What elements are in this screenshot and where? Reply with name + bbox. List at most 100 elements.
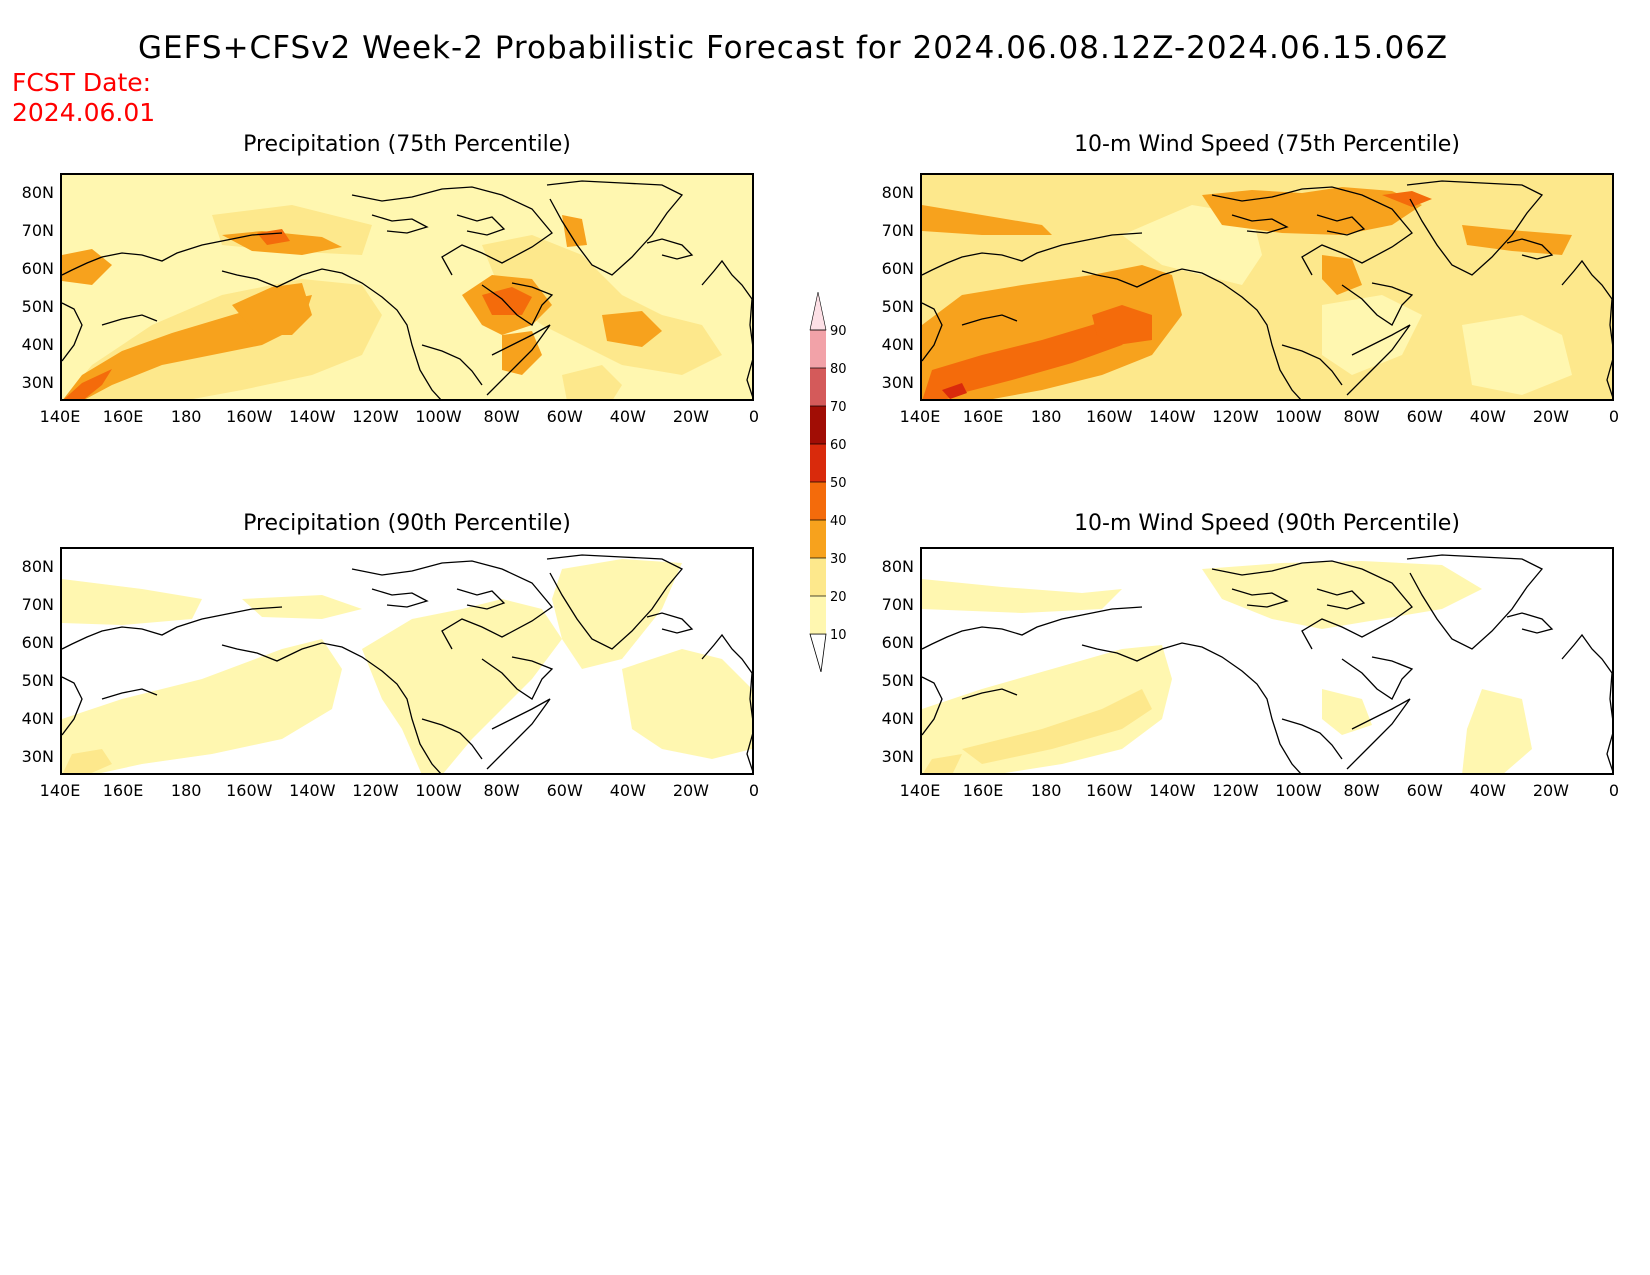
y-tick-label: 60N <box>881 259 914 278</box>
x-tick-label: 180 <box>1030 781 1062 800</box>
coastline <box>701 259 752 398</box>
coastline <box>1346 698 1411 770</box>
x-tick-label: 0 <box>1608 781 1620 800</box>
y-tick-label: 80N <box>881 183 914 202</box>
colorbar-segment <box>810 368 826 406</box>
coastline <box>922 302 943 362</box>
forecast-date-value: 2024.06.01 <box>12 98 156 127</box>
forecast-date: FCST Date: 2024.06.01 <box>12 68 155 128</box>
x-tick-label: 140E <box>39 781 81 800</box>
coastline <box>1561 633 1612 772</box>
x-tick-label: 140W <box>289 407 336 426</box>
colorbar: 10 20 30 40 50 60 70 80 90 <box>809 291 847 672</box>
shaded-region <box>922 205 1052 235</box>
colorbar-segment <box>810 558 826 596</box>
x-tick-label: 60W <box>1406 407 1443 426</box>
y-tick-label: 50N <box>21 297 54 316</box>
x-tick-label: 80W <box>1343 407 1380 426</box>
coastline <box>1231 214 1289 234</box>
y-tick-label: 80N <box>21 183 54 202</box>
x-tick-label: 160E <box>102 781 144 800</box>
x-tick-label: 80W <box>1343 781 1380 800</box>
x-tick-label: 160W <box>226 781 273 800</box>
shaded-region <box>923 754 962 773</box>
shaded-region <box>502 331 542 375</box>
colorbar-label: 20 <box>830 590 847 605</box>
coastline <box>351 186 553 276</box>
coastline <box>646 238 694 260</box>
y-tick-label: 80N <box>881 557 914 576</box>
coastline <box>101 688 158 700</box>
shaded-region <box>622 649 752 759</box>
x-tick-label: 140E <box>899 407 941 426</box>
coastline <box>1561 259 1612 398</box>
coastline <box>1211 560 1413 650</box>
shaded-region <box>482 235 722 375</box>
x-tick-label: 140E <box>899 781 941 800</box>
x-tick-label: 120W <box>352 407 399 426</box>
colorbar-label: 80 <box>830 362 847 377</box>
y-tick-label: 40N <box>21 709 54 728</box>
x-tick-label: 40W <box>1469 781 1506 800</box>
x-tick-label: 160E <box>102 407 144 426</box>
coastline <box>961 688 1018 700</box>
x-tick-label: 140W <box>1149 407 1196 426</box>
x-tick-label: 20W <box>672 407 709 426</box>
x-tick-label: 20W <box>1532 407 1569 426</box>
coastline <box>371 214 429 234</box>
x-tick-label: 20W <box>672 781 709 800</box>
x-tick-label: 100W <box>415 781 462 800</box>
coastline <box>421 718 483 760</box>
x-tick-label: 40W <box>609 407 646 426</box>
y-tick-label: 30N <box>21 373 54 392</box>
colorbar-segment <box>810 596 826 634</box>
main-title: GEFS+CFSv2 Week-2 Probabilistic Forecast… <box>138 30 1449 66</box>
y-tick-label: 30N <box>881 747 914 766</box>
x-tick-label: 120W <box>1212 407 1259 426</box>
colorbar-segment <box>810 482 826 520</box>
colorbar-segment <box>810 520 826 558</box>
shaded-region <box>942 383 967 399</box>
coastline <box>1346 324 1411 396</box>
x-tick-label: 140W <box>289 781 336 800</box>
x-tick-label: 160W <box>1086 781 1133 800</box>
coastline <box>1506 238 1554 260</box>
shaded-region <box>64 369 112 399</box>
coastline <box>62 606 283 650</box>
x-tick-label: 0 <box>748 407 760 426</box>
shaded-region <box>362 599 562 773</box>
colorbar-label: 30 <box>830 552 847 567</box>
coastline <box>701 633 752 772</box>
y-tick-label: 50N <box>881 671 914 690</box>
coastline <box>1341 656 1414 700</box>
coastline <box>486 324 551 396</box>
coastline <box>922 232 1143 276</box>
x-tick-label: 140E <box>39 407 81 426</box>
coastline <box>371 588 429 608</box>
shaded-region <box>1322 255 1362 295</box>
colorbar-label: 10 <box>830 628 847 643</box>
y-tick-label: 70N <box>881 221 914 240</box>
coastline <box>1316 214 1366 236</box>
x-tick-label: 60W <box>546 407 583 426</box>
colorbar-label: 70 <box>830 400 847 415</box>
y-tick-label: 60N <box>881 633 914 652</box>
panel-title-precip-75: Precipitation (75th Percentile) <box>243 132 571 157</box>
coastline <box>922 676 943 736</box>
x-tick-label: 100W <box>415 407 462 426</box>
coastline <box>546 554 684 650</box>
y-tick-label: 60N <box>21 259 54 278</box>
coastline <box>456 588 506 610</box>
x-tick-label: 60W <box>1406 781 1443 800</box>
x-tick-label: 0 <box>748 781 760 800</box>
coastline <box>1081 268 1302 399</box>
colorbar-high-arrow <box>809 291 827 331</box>
coastline <box>221 642 442 773</box>
coastline <box>1506 612 1554 634</box>
coastline <box>646 612 694 634</box>
panel-title-wind-75: 10-m Wind Speed (75th Percentile) <box>1074 132 1460 157</box>
colorbar-segment <box>810 444 826 482</box>
coastline <box>62 676 83 736</box>
shaded-region <box>922 579 1122 613</box>
coastline <box>481 282 554 326</box>
